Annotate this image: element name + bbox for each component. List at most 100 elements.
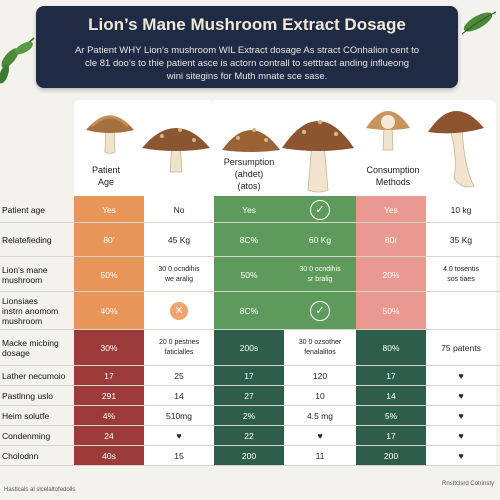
row-label: Cholodnn bbox=[2, 451, 39, 461]
row-label: Condenming bbox=[2, 431, 51, 441]
leaf-decoration-left-icon bbox=[0, 30, 42, 90]
table-cell: ♥ bbox=[426, 426, 496, 446]
row-divider bbox=[0, 405, 500, 406]
table-cell: 510mg bbox=[144, 406, 214, 426]
table-cell: 20% bbox=[356, 257, 426, 292]
table-cell: 8C% bbox=[214, 223, 284, 257]
table-cell: 25 bbox=[144, 366, 214, 386]
table-cell: 17 bbox=[74, 366, 144, 386]
row-divider bbox=[0, 291, 500, 292]
row-divider bbox=[0, 465, 500, 466]
table-cell: 17 bbox=[356, 366, 426, 386]
table-cell: 60 Kg bbox=[284, 223, 356, 257]
table-cell: Yes bbox=[214, 196, 284, 223]
table-cell: ♥ bbox=[144, 426, 214, 446]
column-title-persumption: Persumption (ahdet) (atos) bbox=[214, 156, 284, 192]
table-cell: 120 bbox=[284, 366, 356, 386]
table-cell: 17 bbox=[214, 366, 284, 386]
row-divider bbox=[0, 222, 500, 223]
table-cell: 40% bbox=[74, 292, 144, 330]
table-cell: 40s bbox=[74, 446, 144, 466]
table-cell: ♥ bbox=[426, 446, 496, 466]
page-subtitle: Ar Patient WHY Lion’s mushroom WIL Extra… bbox=[50, 44, 444, 83]
table-cell: 4.0 tosentis sos tiaes bbox=[426, 257, 496, 292]
table-cell: Yes bbox=[74, 196, 144, 223]
column-title-line: Persumption bbox=[223, 157, 275, 167]
subtitle-line-1: Ar Patient WHY Lion’s mushroom WIL Extra… bbox=[74, 45, 420, 56]
row-divider bbox=[0, 329, 500, 330]
table-cell: 50% bbox=[74, 257, 144, 292]
row-label: Lion's mane mushroom bbox=[2, 264, 48, 285]
table-cell: 14 bbox=[356, 386, 426, 406]
table-cell: 22 bbox=[214, 426, 284, 446]
table-cell: 30% bbox=[74, 330, 144, 366]
table-cell: 80% bbox=[356, 330, 426, 366]
column-title-line: (ahdet) bbox=[234, 169, 264, 179]
table-cell: 45 Kg bbox=[144, 223, 214, 257]
check-icon: ✓ bbox=[310, 301, 330, 321]
mushroom-illustration-2-icon bbox=[140, 118, 212, 179]
table-cell: Yes bbox=[356, 196, 426, 223]
column-title-line: Age bbox=[97, 177, 114, 187]
table-cell: 11 bbox=[284, 446, 356, 466]
row-divider bbox=[0, 425, 500, 426]
table-cell: 200 bbox=[214, 446, 284, 466]
x-icon: ✕ bbox=[170, 302, 188, 320]
table-cell: 50% bbox=[356, 292, 426, 330]
table-cell: 10 kg bbox=[426, 196, 496, 223]
table-cell: No bbox=[144, 196, 214, 223]
table-cell bbox=[426, 292, 496, 330]
heart-icon: ♥ bbox=[176, 431, 182, 441]
footer-left-note: Hastlcals al slcelaltofedolls bbox=[4, 487, 76, 493]
mushroom-illustration-6-icon bbox=[424, 98, 488, 199]
table-cell: 10 bbox=[284, 386, 356, 406]
check-icon: ✓ bbox=[310, 199, 330, 220]
row-label: Patient age bbox=[2, 204, 46, 215]
heart-icon: ♥ bbox=[458, 451, 464, 461]
mushroom-illustration-1-icon bbox=[82, 106, 138, 161]
heart-icon: ♥ bbox=[317, 431, 323, 441]
row-label: Lather necumoio bbox=[2, 371, 66, 381]
heart-icon: ♥ bbox=[458, 371, 464, 381]
table-cell: 75 patents bbox=[426, 330, 496, 366]
table-cell: 50% bbox=[214, 257, 284, 292]
table-cell: 80’ bbox=[74, 223, 144, 257]
column-title-consumption-methods: Consumption Methods bbox=[358, 164, 428, 188]
table-cell: ♥ bbox=[426, 406, 496, 426]
table-cell: 200s bbox=[214, 330, 284, 366]
table-cell: ✕ bbox=[144, 292, 214, 330]
row-divider bbox=[0, 256, 500, 257]
subtitle-line-3: wini sitegins for Muth mnate sce sase. bbox=[166, 71, 328, 82]
table-cell: 15 bbox=[144, 446, 214, 466]
row-label: Macke micbing dosage bbox=[2, 338, 59, 358]
table-cell: 24 bbox=[74, 426, 144, 446]
row-label: Pastlnng uslo bbox=[2, 391, 54, 401]
subtitle-line-2: cle 81 doo’s to thie patient asce is act… bbox=[84, 58, 410, 69]
column-title-line: Consumption bbox=[366, 165, 420, 175]
heart-icon: ♥ bbox=[458, 391, 464, 401]
table-cell: ♥ bbox=[426, 386, 496, 406]
heart-icon: ♥ bbox=[458, 411, 464, 421]
table-cell: ♥ bbox=[284, 426, 356, 446]
row-divider bbox=[0, 365, 500, 366]
table-cell: 35 Kg bbox=[426, 223, 496, 257]
table-cell: 30 0 ocndihis sr bralig bbox=[284, 257, 356, 292]
mushroom-illustration-4-icon bbox=[280, 104, 356, 199]
table-cell: 291 bbox=[74, 386, 144, 406]
leaf-decoration-right-icon bbox=[456, 6, 500, 42]
table-cell: 20 0 pestnes faticlalles bbox=[144, 330, 214, 366]
heart-icon: ♥ bbox=[458, 431, 464, 441]
table-cell: 80r bbox=[356, 223, 426, 257]
mushroom-illustration-5-icon bbox=[364, 100, 412, 157]
table-cell: 4% bbox=[74, 406, 144, 426]
header-banner: Lion’s Mane Mushroom Extract Dosage Ar P… bbox=[36, 6, 458, 88]
table-cell: ✓ bbox=[284, 196, 356, 223]
table-cell: 17 bbox=[356, 426, 426, 446]
table-cell: ♥ bbox=[426, 366, 496, 386]
column-title-line: Methods bbox=[375, 177, 411, 187]
table-cell: ✓ bbox=[284, 292, 356, 330]
table-cell: 5% bbox=[356, 406, 426, 426]
row-divider bbox=[0, 385, 500, 386]
table-cell: 14 bbox=[144, 386, 214, 406]
column-title-line: Patient bbox=[91, 165, 121, 175]
